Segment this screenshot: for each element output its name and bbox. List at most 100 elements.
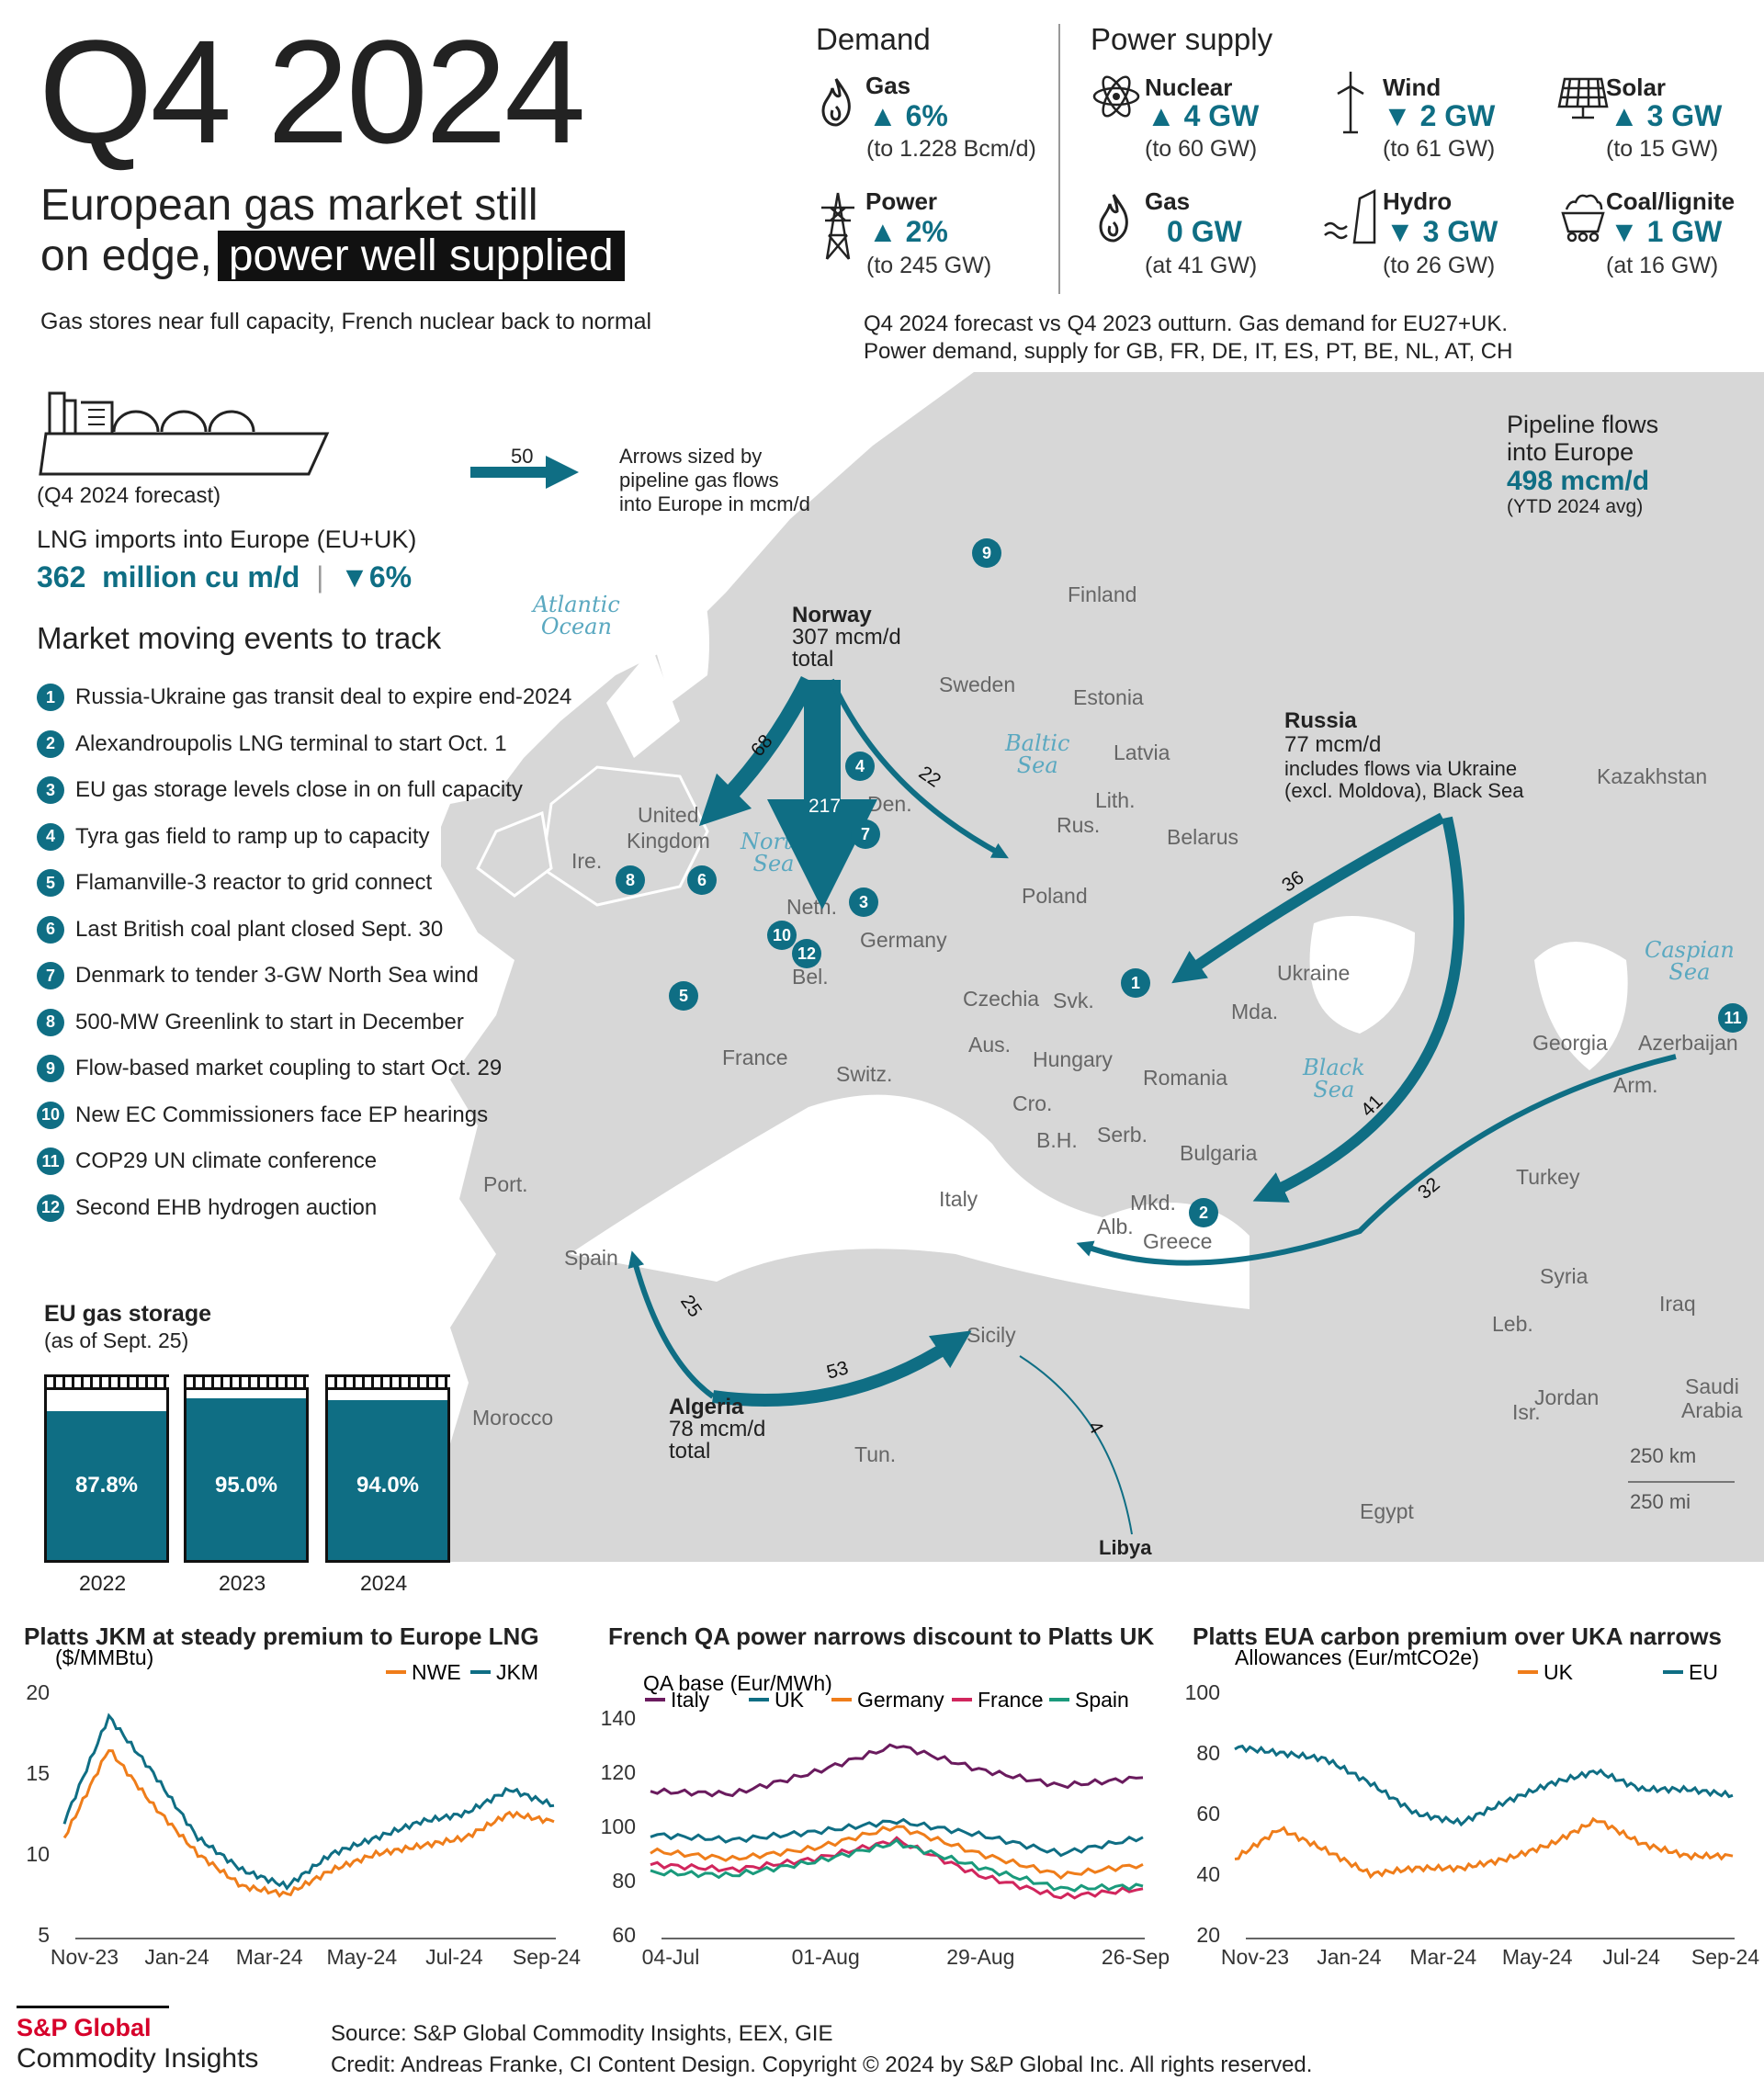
russia-source: Russia 77 mcm/d includes flows via Ukrai… bbox=[1284, 708, 1523, 802]
country-label: Czechia bbox=[963, 987, 1040, 1011]
country-label: Cro. bbox=[1012, 1091, 1053, 1115]
event-item: 1 Russia-Ukraine gas transit deal to expi… bbox=[37, 674, 571, 721]
supply-footnote: Q4 2024 forecast vs Q4 2023 outturn. Gas… bbox=[864, 311, 1512, 366]
country-label: Turkey bbox=[1516, 1165, 1580, 1189]
sea-label-caspian: Caspian Sea bbox=[1645, 937, 1735, 985]
legend-label: Germany bbox=[857, 1688, 944, 1712]
lng-unit: million cu m/d bbox=[102, 560, 300, 593]
legend-label: JKM bbox=[496, 1660, 538, 1684]
x-tick-label: Nov-23 bbox=[1221, 1945, 1289, 1969]
y-tick-label: 80 bbox=[612, 1869, 636, 1893]
storage-tank-cap bbox=[325, 1374, 450, 1388]
lng-ship-icon bbox=[37, 386, 331, 478]
country-label: Mkd. bbox=[1130, 1191, 1176, 1215]
event-item: 6 Last British coal plant closed Sept. 30 bbox=[37, 907, 571, 954]
event-item: 9 Flow-based market coupling to start Oct… bbox=[37, 1046, 571, 1092]
country-label: Switz. bbox=[836, 1062, 893, 1086]
algeria-name: Algeria bbox=[669, 1395, 744, 1419]
country-label: Belarus bbox=[1167, 825, 1238, 849]
y-axis-label: ($/MMBtu) bbox=[55, 1645, 153, 1669]
nuclear-label: Nuclear bbox=[1145, 73, 1233, 101]
event-number: 3 bbox=[37, 776, 64, 805]
x-tick-label: May-24 bbox=[326, 1945, 397, 1969]
storage-percent: 94.0% bbox=[356, 1473, 420, 1498]
storage-year: 2023 bbox=[219, 1571, 266, 1595]
x-tick-label: 01-Aug bbox=[792, 1945, 860, 1969]
series-line-france bbox=[650, 1836, 1144, 1900]
event-item: 7 Denmark to tender 3-GW North Sea wind bbox=[37, 953, 571, 1000]
event-number: 6 bbox=[37, 915, 64, 944]
sea-label-baltic: Baltic Sea bbox=[1005, 730, 1070, 778]
y-axis-label: QA base (Eur/MWh) bbox=[643, 1671, 832, 1695]
arrow-legend-value: 50 bbox=[511, 445, 534, 468]
storage-title: EU gas storage bbox=[44, 1301, 212, 1327]
solar-value: ▲ 3 GW bbox=[1610, 99, 1723, 132]
country-label: Romania bbox=[1143, 1066, 1228, 1090]
country-label: Bulgaria bbox=[1180, 1141, 1258, 1165]
norway-value: 307 mcm/d bbox=[792, 625, 901, 650]
event-number: 7 bbox=[37, 962, 64, 990]
event-number: 11 bbox=[37, 1147, 64, 1176]
map-marker: 11 bbox=[1718, 1003, 1747, 1033]
y-tick-label: 20 bbox=[26, 1680, 50, 1704]
page-title: Q4 2024 bbox=[39, 9, 586, 174]
scale-mi: 250 mi bbox=[1630, 1490, 1691, 1513]
x-tick-label: Jul-24 bbox=[1602, 1945, 1660, 1969]
country-label: Svk. bbox=[1053, 989, 1094, 1012]
legend-label: EU bbox=[1689, 1660, 1718, 1684]
subtitle-line-1: European gas market still bbox=[40, 181, 538, 230]
event-text: Flamanville-3 reactor to grid connect bbox=[75, 870, 433, 896]
country-label: Lith. bbox=[1095, 788, 1136, 812]
event-item: 12 Second EHB hydrogen auction bbox=[37, 1185, 571, 1232]
country-label: Syria bbox=[1540, 1264, 1589, 1288]
brand-rule bbox=[17, 2006, 169, 2008]
country-label: Hungary bbox=[1033, 1047, 1113, 1071]
events-heading: Market moving events to track bbox=[37, 621, 442, 655]
event-number: 1 bbox=[37, 684, 64, 712]
map-marker: 9 bbox=[972, 538, 1001, 568]
map-marker: 4 bbox=[845, 752, 875, 781]
x-tick-label: 29-Aug bbox=[946, 1945, 1014, 1969]
event-text: 500-MW Greenlink to start in December bbox=[75, 1009, 464, 1034]
storage-percent: 87.8% bbox=[74, 1473, 139, 1498]
series-line-italy bbox=[650, 1743, 1144, 1798]
y-axis-label: Allowances (Eur/mtCO2e) bbox=[1235, 1645, 1479, 1669]
country-label: Germany bbox=[860, 928, 947, 952]
country-label: Mda. bbox=[1231, 1000, 1279, 1023]
series-line-nwe bbox=[62, 1748, 555, 1898]
tagline: Gas stores near full capacity, French nu… bbox=[40, 309, 652, 334]
nuclear-value: ▲ 4 GW bbox=[1147, 99, 1260, 132]
x-tick-label: Jul-24 bbox=[425, 1945, 483, 1969]
demand-gas-note: (to 1.228 Bcm/d) bbox=[866, 136, 1036, 162]
country-label: B.H. bbox=[1036, 1128, 1078, 1152]
demand-gas-value: ▲ 6% bbox=[868, 99, 948, 132]
storage-tank: 95.0% bbox=[184, 1387, 309, 1563]
arrow-legend-text: Arrows sized by pipeline gas flows into … bbox=[619, 445, 810, 515]
gas-supply-value: 0 GW bbox=[1167, 215, 1242, 248]
series-line-spain bbox=[650, 1837, 1144, 1893]
norway-source: Norway 307 mcm/d total bbox=[792, 605, 901, 671]
country-label: Kazakhstan bbox=[1597, 764, 1708, 788]
event-item: 11 COP29 UN climate conference bbox=[37, 1138, 571, 1185]
country-label: Port. bbox=[483, 1172, 528, 1196]
event-text: Flow-based market coupling to start Oct.… bbox=[75, 1056, 503, 1081]
legend-label: Italy bbox=[671, 1688, 710, 1712]
x-tick-label: Mar-24 bbox=[1409, 1945, 1476, 1969]
algeria-source: Algeria 78 mcm/d total bbox=[669, 1396, 765, 1463]
storage-fill bbox=[187, 1398, 306, 1560]
atom-icon bbox=[1091, 72, 1141, 121]
event-item: 3 EU gas storage levels close in on full … bbox=[37, 767, 571, 814]
divider bbox=[1058, 24, 1060, 294]
solar-label: Solar bbox=[1606, 73, 1667, 101]
chart-title: Platts JKM at steady premium to Europe L… bbox=[24, 1622, 539, 1650]
coal-note: (at 16 GW) bbox=[1606, 253, 1719, 278]
legend-label: Spain bbox=[1075, 1688, 1129, 1712]
series-line-uk bbox=[650, 1817, 1144, 1858]
pipeline-total-line-2: into Europe bbox=[1507, 437, 1634, 466]
storage-tank: 87.8% bbox=[44, 1387, 169, 1563]
hydro-value: ▼ 3 GW bbox=[1385, 215, 1498, 248]
event-text: Russia-Ukraine gas transit deal to expir… bbox=[75, 684, 572, 710]
algeria-total: total bbox=[669, 1439, 711, 1464]
